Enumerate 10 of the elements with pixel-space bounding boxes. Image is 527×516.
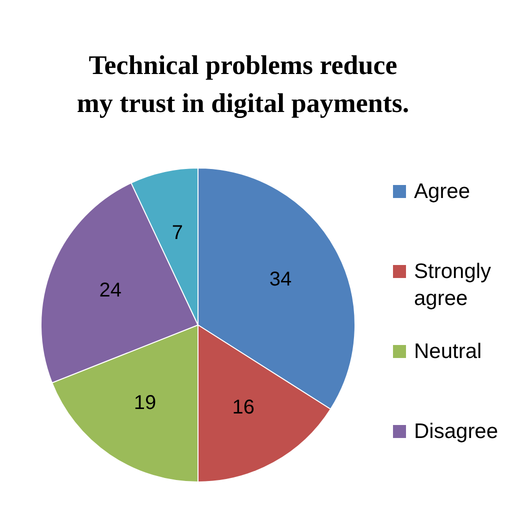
chart-title: Technical problems reduce my trust in digital payments. xyxy=(76,49,410,120)
data-label: 34 xyxy=(269,268,292,291)
legend-label: Disagree xyxy=(414,419,500,445)
data-label: 7 xyxy=(172,222,184,244)
legend-label: Agree xyxy=(414,179,472,205)
data-label: 19 xyxy=(134,392,156,414)
data-label: 16 xyxy=(232,396,255,419)
data-label: 24 xyxy=(99,279,122,302)
legend-label: Strongly agree xyxy=(414,259,492,312)
legend-label: Neutral xyxy=(414,339,483,365)
